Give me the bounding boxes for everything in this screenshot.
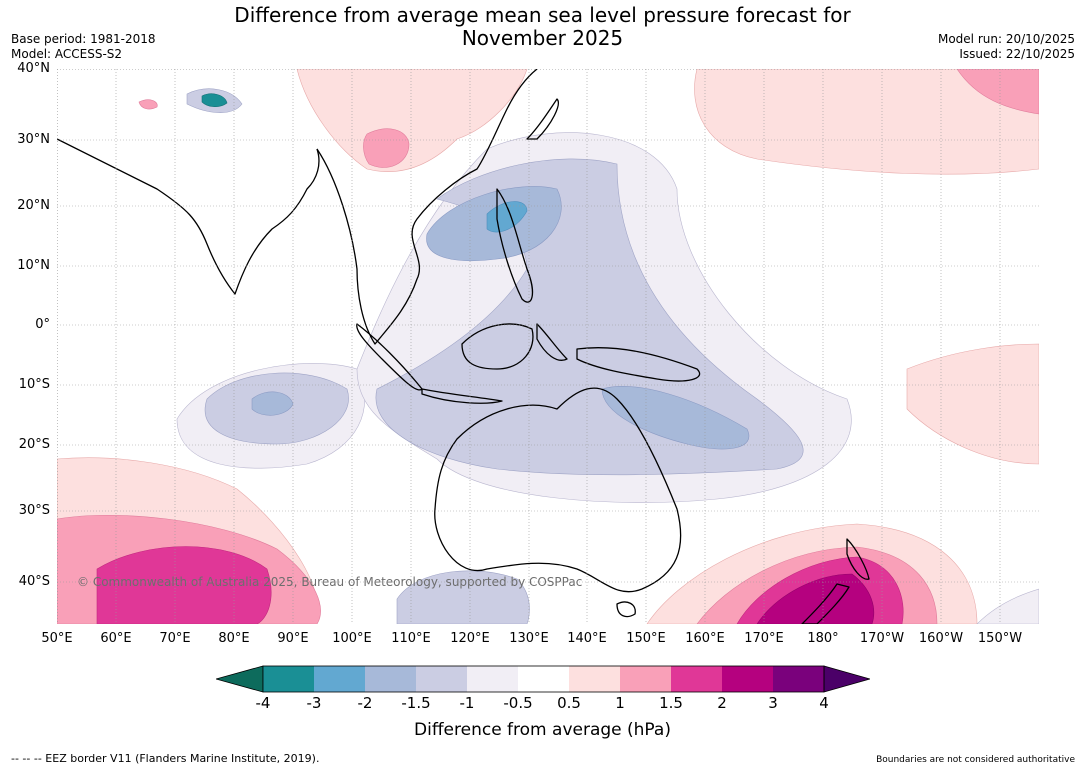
colorbar-tick-3: 3 <box>768 694 778 712</box>
coast-java <box>421 388 503 404</box>
lon-label-150w: 150°W <box>977 631 1023 646</box>
neg-1-region-indian <box>251 391 294 416</box>
lat-label-30n: 30°N <box>17 132 50 147</box>
lon-label-120e: 120°E <box>450 631 490 646</box>
coast-philippines <box>496 188 534 303</box>
anomaly-shading <box>57 69 1039 624</box>
lon-label-80e: 80°E <box>218 631 250 646</box>
colorbar-tick-4: 4 <box>819 694 829 712</box>
eez-border-note: -- -- -- EEZ border V11 (Flanders Marine… <box>11 752 320 765</box>
colorbar-tick-2: 2 <box>717 694 727 712</box>
lon-label-100e: 100°E <box>332 631 372 646</box>
pressure-anomaly-map <box>57 69 1039 624</box>
colorbar-outline <box>262 665 825 693</box>
colorbar-bin-neg15-neg1 <box>416 666 467 692</box>
metadata-left: Base period: 1981-2018 Model: ACCESS-S2 <box>11 32 156 62</box>
colorbar-tick-neg05: -0.5 <box>503 694 533 712</box>
positive-anomaly-northeast <box>694 69 1039 175</box>
colorbar-bin-neg1-neg05 <box>467 666 518 692</box>
meridians <box>57 69 1001 624</box>
colorbar-bin-neg4-neg3 <box>263 666 314 692</box>
metadata-right: Model run: 20/10/2025 Issued: 22/10/2025 <box>938 32 1075 62</box>
lon-label-170w: 170°W <box>859 631 905 646</box>
lon-label-90e: 90°E <box>277 631 309 646</box>
coast-southeast-asia <box>316 69 538 345</box>
neg-1-region-coral-sea <box>601 386 750 450</box>
lat-label-10n: 10°N <box>17 258 50 273</box>
title-line-1: Difference from average mean sea level p… <box>234 3 851 27</box>
colorbar-tick-neg1: -1 <box>459 694 475 712</box>
model-run: Model run: 20/10/2025 <box>937 32 1075 46</box>
lat-label-20n: 20°N <box>17 198 50 213</box>
lon-label-110e: 110°E <box>391 631 431 646</box>
base-period: Base period: 1981-2018 <box>11 32 156 46</box>
colorbar-tick-1: 1 <box>615 694 625 712</box>
pos-15-region-southwest <box>96 546 272 624</box>
lon-label-160e: 160°E <box>685 631 725 646</box>
neg-05-region-southwest <box>396 570 530 624</box>
copyright-notice: © Commonwealth of Australia 2025, Bureau… <box>77 575 583 589</box>
positive-anomaly-north <box>296 69 528 172</box>
colorbar-tick-neg3: -3 <box>306 694 322 712</box>
colorbar-tick-05: 0.5 <box>557 694 581 712</box>
lat-label-30s: 30°S <box>18 503 50 518</box>
model-name: Model: ACCESS-S2 <box>11 47 123 61</box>
lat-label-20s: 20°S <box>18 437 50 452</box>
lon-label-180: 180° <box>807 631 839 646</box>
lon-label-160w: 160°W <box>918 631 964 646</box>
title-line-2: November 2025 <box>461 26 624 50</box>
lat-label-40s: 40°S <box>18 574 50 589</box>
coast-new-guinea <box>576 347 701 382</box>
coast-sulawesi <box>536 323 568 361</box>
lon-label-170e: 170°E <box>744 631 784 646</box>
lat-label-40n: 40°N <box>17 61 50 76</box>
lon-label-130e: 130°E <box>509 631 549 646</box>
colorbar-bin-1-15 <box>620 666 671 692</box>
colorbar-tick-15: 1.5 <box>659 694 683 712</box>
colorbar-below-arrow <box>216 665 264 693</box>
colorbar-tick-neg15: -1.5 <box>401 694 431 712</box>
map-canvas <box>57 69 1039 624</box>
neg-05-region-central <box>375 158 804 476</box>
colorbar-bin-15-2 <box>671 666 722 692</box>
map-title: Difference from average mean sea level p… <box>0 4 1085 50</box>
colorbar-tick-neg4: -4 <box>255 694 271 712</box>
colorbar-bin-2-3 <box>722 666 773 692</box>
lon-label-60e: 60°E <box>100 631 132 646</box>
pos-1-region-himalaya <box>363 128 410 168</box>
lat-label-10s: 10°S <box>18 377 50 392</box>
pos-1-region-northeast <box>956 69 1039 115</box>
coast-new-zealand-north <box>846 538 870 580</box>
coast-japan <box>526 98 559 140</box>
coastlines <box>57 69 870 624</box>
colorbar-above-arrow <box>823 665 870 693</box>
lon-label-70e: 70°E <box>159 631 191 646</box>
colorbar-bin-neg2-neg15 <box>365 666 416 692</box>
coast-india <box>57 138 320 295</box>
colorbar <box>216 665 870 693</box>
boundaries-disclaimer: Boundaries are not considered authoritat… <box>876 755 1075 765</box>
colorbar-tick-neg2: -2 <box>357 694 373 712</box>
colorbar-bin-3-4 <box>773 666 824 692</box>
positive-anomaly-southeast-pacific <box>906 343 1039 465</box>
lon-label-140e: 140°E <box>567 631 607 646</box>
lon-label-150e: 150°E <box>626 631 666 646</box>
colorbar-bin-neg05-05 <box>518 666 569 692</box>
lon-label-50e: 50°E <box>41 631 73 646</box>
lat-label-equator: 0° <box>35 317 50 332</box>
colorbar-bin-05-1 <box>569 666 620 692</box>
coast-australia <box>434 387 682 593</box>
coast-new-zealand-south <box>801 583 850 624</box>
coast-tasmania <box>616 601 636 618</box>
negative-anomaly-far-southeast <box>976 588 1039 624</box>
colorbar-bin-neg3-neg2 <box>314 666 365 692</box>
tibet-positive-spot <box>138 99 158 110</box>
tibet-strong-negative <box>201 93 228 107</box>
colorbar-title: Difference from average (hPa) <box>414 720 671 740</box>
issued-date: Issued: 22/10/2025 <box>959 47 1075 61</box>
coast-sumatra <box>356 323 423 391</box>
